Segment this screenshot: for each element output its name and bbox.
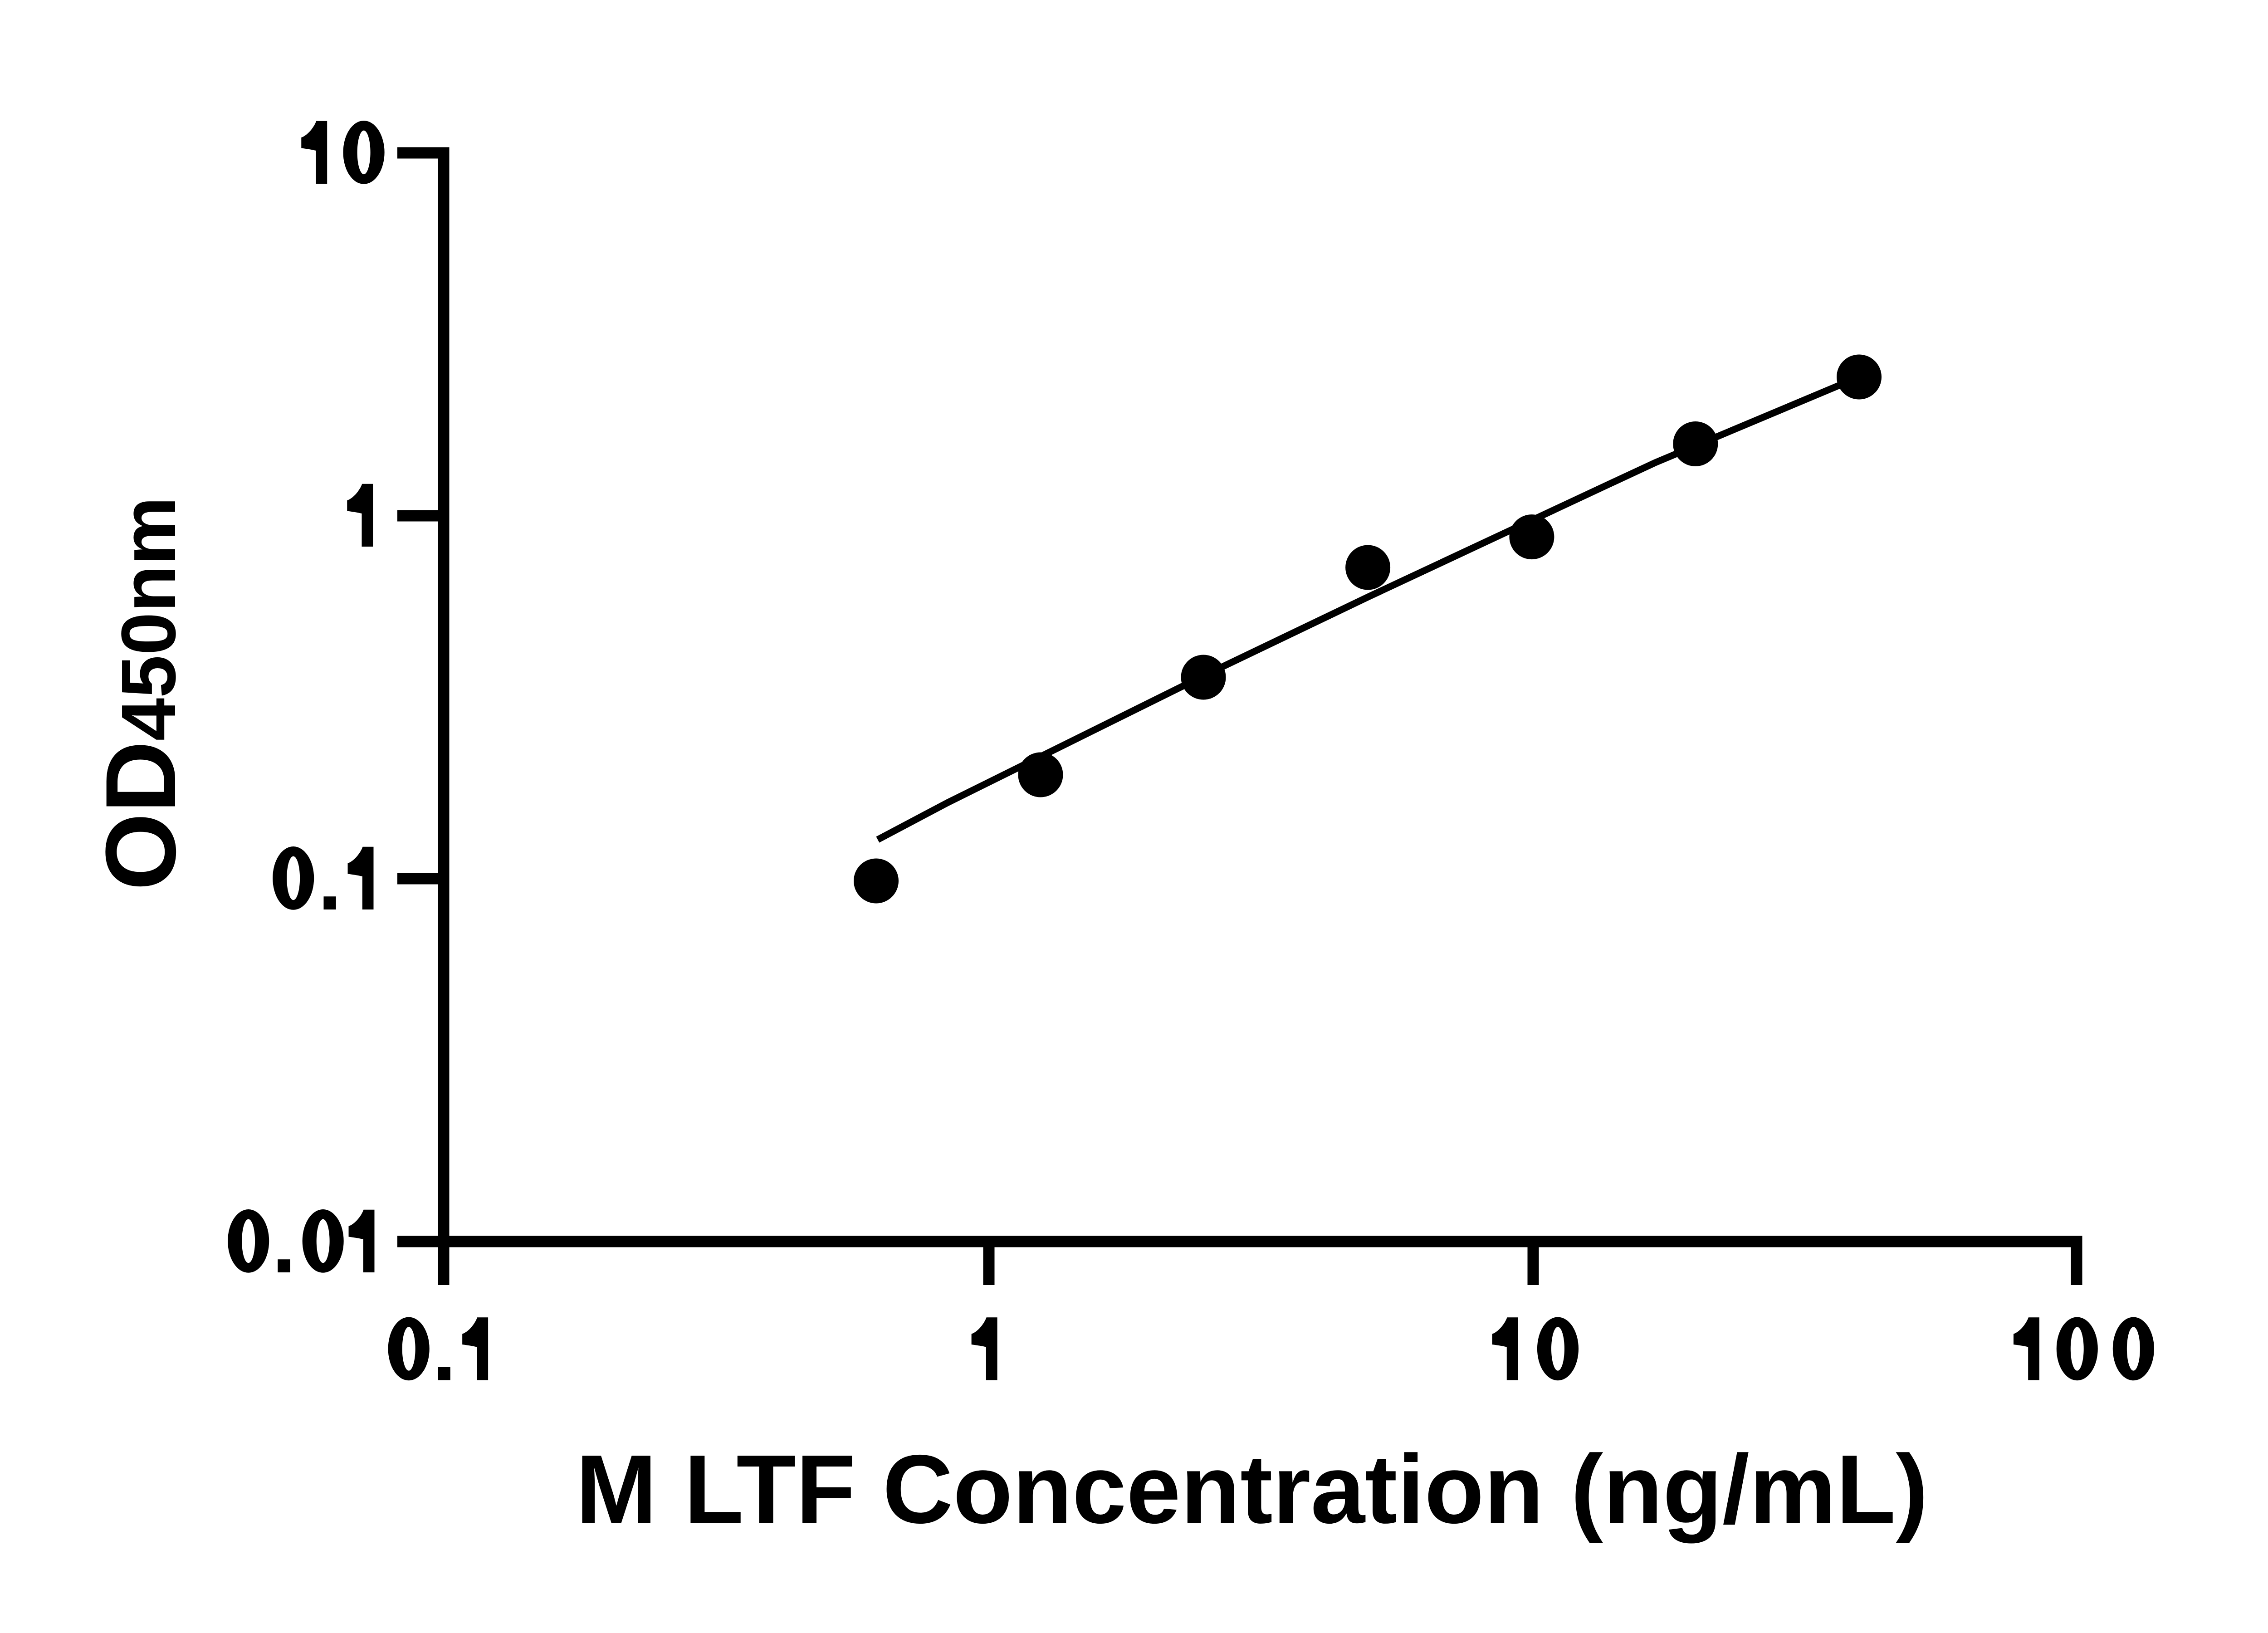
svg-text:.: . [272,1193,296,1291]
svg-text:.: . [318,830,342,928]
svg-text:M LTF Concentration (ng/mL): M LTF Concentration (ng/mL) [576,1434,1928,1544]
svg-text:.: . [432,1301,456,1399]
